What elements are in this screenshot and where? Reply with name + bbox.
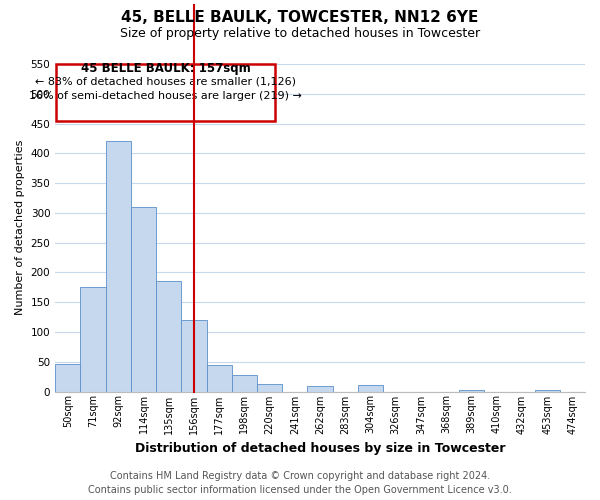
Bar [307,386,332,392]
Bar [535,390,560,392]
X-axis label: Distribution of detached houses by size in Towcester: Distribution of detached houses by size … [135,442,505,455]
Bar [181,320,206,392]
Y-axis label: Number of detached properties: Number of detached properties [15,140,25,316]
Bar [156,282,181,392]
Bar [232,375,257,392]
Bar [80,288,106,392]
Text: 45, BELLE BAULK, TOWCESTER, NN12 6YE: 45, BELLE BAULK, TOWCESTER, NN12 6YE [121,10,479,25]
Text: 16% of semi-detached houses are larger (219) →: 16% of semi-detached houses are larger (… [29,90,302,101]
Text: 45 BELLE BAULK: 157sqm: 45 BELLE BAULK: 157sqm [80,62,250,74]
Text: ← 83% of detached houses are smaller (1,126): ← 83% of detached houses are smaller (1,… [35,77,296,87]
Bar [257,384,282,392]
Bar [55,364,80,392]
Bar [106,142,131,392]
Text: Contains HM Land Registry data © Crown copyright and database right 2024.
Contai: Contains HM Land Registry data © Crown c… [88,471,512,495]
Bar [131,207,156,392]
Bar [358,385,383,392]
FancyBboxPatch shape [56,64,275,120]
Bar [459,390,484,392]
Bar [206,364,232,392]
Text: Size of property relative to detached houses in Towcester: Size of property relative to detached ho… [120,28,480,40]
